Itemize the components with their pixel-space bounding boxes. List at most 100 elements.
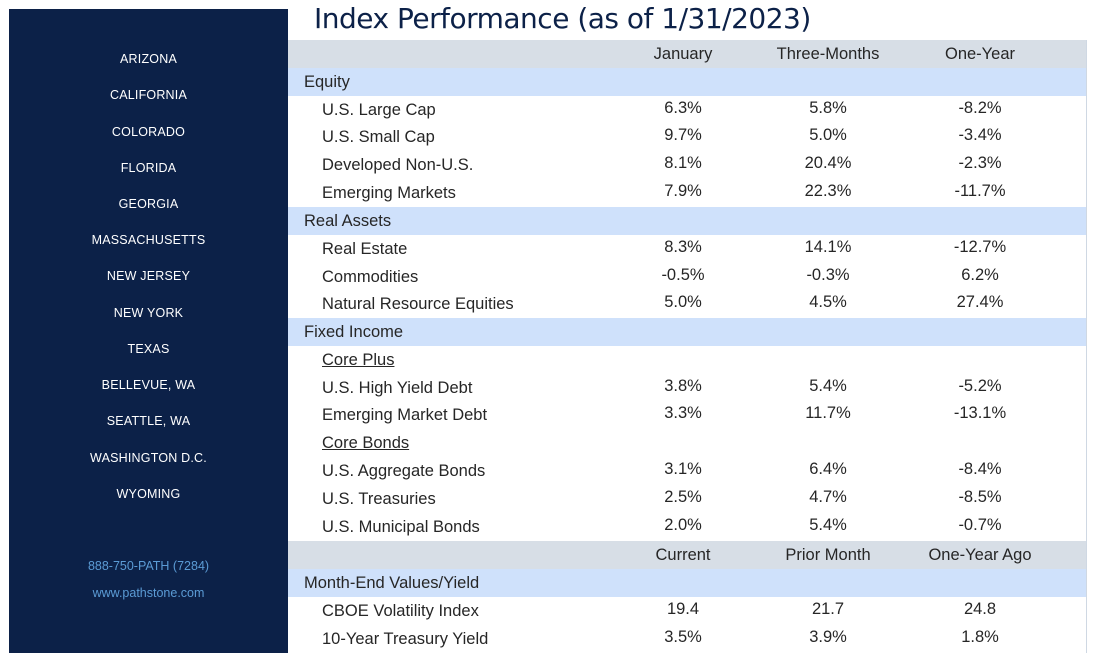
row-label: Real Estate	[322, 239, 408, 258]
cell-three-months: 4.5%	[809, 293, 847, 311]
table-row: U.S. Small Cap 9.7% 5.0% -3.4%	[288, 124, 1087, 151]
location-wyoming: WYOMING	[116, 487, 181, 501]
table-row: Real Estate 8.3% 14.1% -12.7%	[288, 235, 1087, 263]
row-label: U.S. Small Cap	[322, 128, 435, 146]
row-label: Natural Resource Equities	[322, 295, 514, 313]
cell-january: 2.5%	[664, 487, 702, 506]
cell-one-year: -8.4%	[958, 459, 1002, 478]
cell-one-year: -8.5%	[958, 487, 1002, 506]
header-three-months: Three-Months	[776, 44, 880, 63]
cell-january: 2.0%	[664, 515, 702, 534]
cell-three-months: 14.1%	[804, 237, 852, 256]
subsection-title: Core Plus	[322, 350, 395, 369]
cell-one-year: -3.4%	[958, 126, 1002, 144]
location-texas: TEXAS	[127, 342, 170, 356]
cell-january: 8.3%	[664, 237, 702, 256]
table-row: Developed Non-U.S. 8.1% 20.4% -2.3%	[288, 151, 1087, 179]
sidebar: ARIZONA CALIFORNIA COLORADO FLORIDA GEOR…	[9, 9, 288, 653]
cell-january: 8.1%	[664, 153, 702, 172]
cell-three-months: 5.4%	[809, 376, 847, 395]
phone-number: 888-750-PATH (7284)	[87, 559, 210, 573]
header-one-year: One-Year	[944, 44, 1016, 63]
row-label: U.S. Municipal Bonds	[322, 517, 480, 536]
cell-one-year: -5.2%	[958, 376, 1002, 395]
location-seattle: SEATTLE, WA	[106, 414, 191, 428]
row-label: U.S. Aggregate Bonds	[322, 461, 486, 480]
section-fixed-income: Fixed Income	[288, 318, 1087, 346]
row-label: Emerging Market Debt	[322, 406, 488, 424]
table-row: U.S. High Yield Debt 3.8% 5.4% -5.2%	[288, 374, 1087, 402]
section-title: Equity	[304, 72, 350, 91]
location-california: CALIFORNIA	[109, 88, 187, 102]
cell-one-year: -13.1%	[953, 404, 1007, 422]
location-new-york: NEW YORK	[113, 306, 184, 320]
cell-three-months: 20.4%	[804, 153, 852, 172]
table-row: U.S. Municipal Bonds 2.0% 5.4% -0.7%	[288, 513, 1087, 541]
cell-january: 7.9%	[664, 181, 702, 200]
row-label: Commodities	[322, 267, 419, 286]
table-row: U.S. Large Cap 6.3% 5.8% -8.2%	[288, 96, 1087, 124]
section-title: Real Assets	[304, 211, 392, 230]
page-title: Index Performance (as of 1/31/2023)	[314, 2, 811, 35]
location-washington-dc: WASHINGTON D.C.	[90, 451, 207, 465]
cell-three-months: 22.3%	[804, 181, 852, 200]
cell-three-months: 5.0%	[809, 126, 847, 144]
cell-three-months: 5.4%	[809, 515, 847, 534]
section-title: Fixed Income	[304, 322, 404, 341]
section-month-end: Month-End Values/Yield	[288, 569, 1087, 597]
table-row: Emerging Market Debt 3.3% 11.7% -13.1%	[288, 402, 1087, 429]
cell-one-year: -11.7%	[954, 181, 1006, 200]
cell-one-year: -12.7%	[953, 237, 1007, 256]
table-row: Natural Resource Equities 5.0% 4.5% 27.4…	[288, 291, 1087, 318]
cell-current: 3.5%	[664, 627, 702, 646]
table-row: Emerging Markets 7.9% 22.3% -11.7%	[288, 179, 1087, 207]
row-label: U.S. Treasuries	[322, 489, 436, 508]
row-label: CBOE Volatility Index	[322, 601, 479, 620]
values-header: Current Prior Month One-Year Ago	[288, 541, 1087, 569]
subsection-core-bonds: Core Bonds	[288, 429, 1087, 457]
table-header: January Three-Months One-Year	[288, 40, 1087, 68]
cell-january: 5.0%	[664, 293, 702, 311]
section-title: Month-End Values/Yield	[304, 573, 480, 592]
cell-three-months: 11.7%	[805, 404, 851, 422]
row-label: Emerging Markets	[322, 183, 456, 202]
table-row: U.S. Treasuries 2.5% 4.7% -8.5%	[288, 485, 1087, 513]
cell-january: -0.5%	[661, 265, 705, 284]
cell-one-year: -8.2%	[958, 98, 1002, 117]
header-prior-month: Prior Month	[785, 545, 871, 564]
row-label: U.S. Large Cap	[322, 100, 436, 119]
cell-january: 6.3%	[664, 98, 702, 117]
cell-one-year-ago: 24.8	[963, 599, 997, 618]
section-real-assets: Real Assets	[288, 207, 1087, 235]
section-equity: Equity	[288, 68, 1087, 96]
website-link[interactable]: www.pathstone.com	[92, 586, 205, 600]
cell-january: 3.3%	[664, 404, 702, 422]
cell-three-months: 6.4%	[809, 459, 847, 478]
table-row: CBOE Volatility Index 19.4 21.7 24.8	[288, 597, 1087, 625]
table-row: Commodities -0.5% -0.3% 6.2%	[288, 263, 1087, 291]
row-label: Developed Non-U.S.	[322, 155, 474, 174]
cell-one-year: 27.4%	[956, 293, 1004, 311]
cell-january: 3.1%	[664, 459, 702, 478]
cell-one-year: -0.7%	[958, 515, 1002, 534]
location-bellevue: BELLEVUE, WA	[101, 378, 196, 392]
subsection-core-plus: Core Plus	[288, 346, 1087, 374]
cell-three-months: 5.8%	[809, 98, 847, 117]
location-georgia: GEORGIA	[118, 197, 179, 211]
cell-three-months: -0.3%	[806, 265, 850, 284]
cell-current: 19.4	[666, 599, 700, 618]
location-arizona: ARIZONA	[120, 52, 177, 66]
table-row: 10-Year Treasury Yield 3.5% 3.9% 1.8%	[288, 625, 1087, 653]
subsection-title: Core Bonds	[322, 433, 410, 452]
location-massachusetts: MASSACHUSETTS	[91, 233, 206, 247]
row-label: U.S. High Yield Debt	[322, 378, 473, 397]
location-new-jersey: NEW JERSEY	[106, 269, 191, 283]
cell-three-months: 4.7%	[809, 487, 847, 506]
cell-one-year: -2.3%	[958, 153, 1002, 172]
row-label: 10-Year Treasury Yield	[322, 629, 489, 648]
cell-one-year: 6.2%	[961, 265, 999, 284]
table-row: U.S. Aggregate Bonds 3.1% 6.4% -8.4%	[288, 457, 1087, 485]
location-florida: FLORIDA	[120, 161, 177, 175]
cell-january: 9.7%	[664, 126, 702, 144]
header-current: Current	[655, 545, 711, 564]
